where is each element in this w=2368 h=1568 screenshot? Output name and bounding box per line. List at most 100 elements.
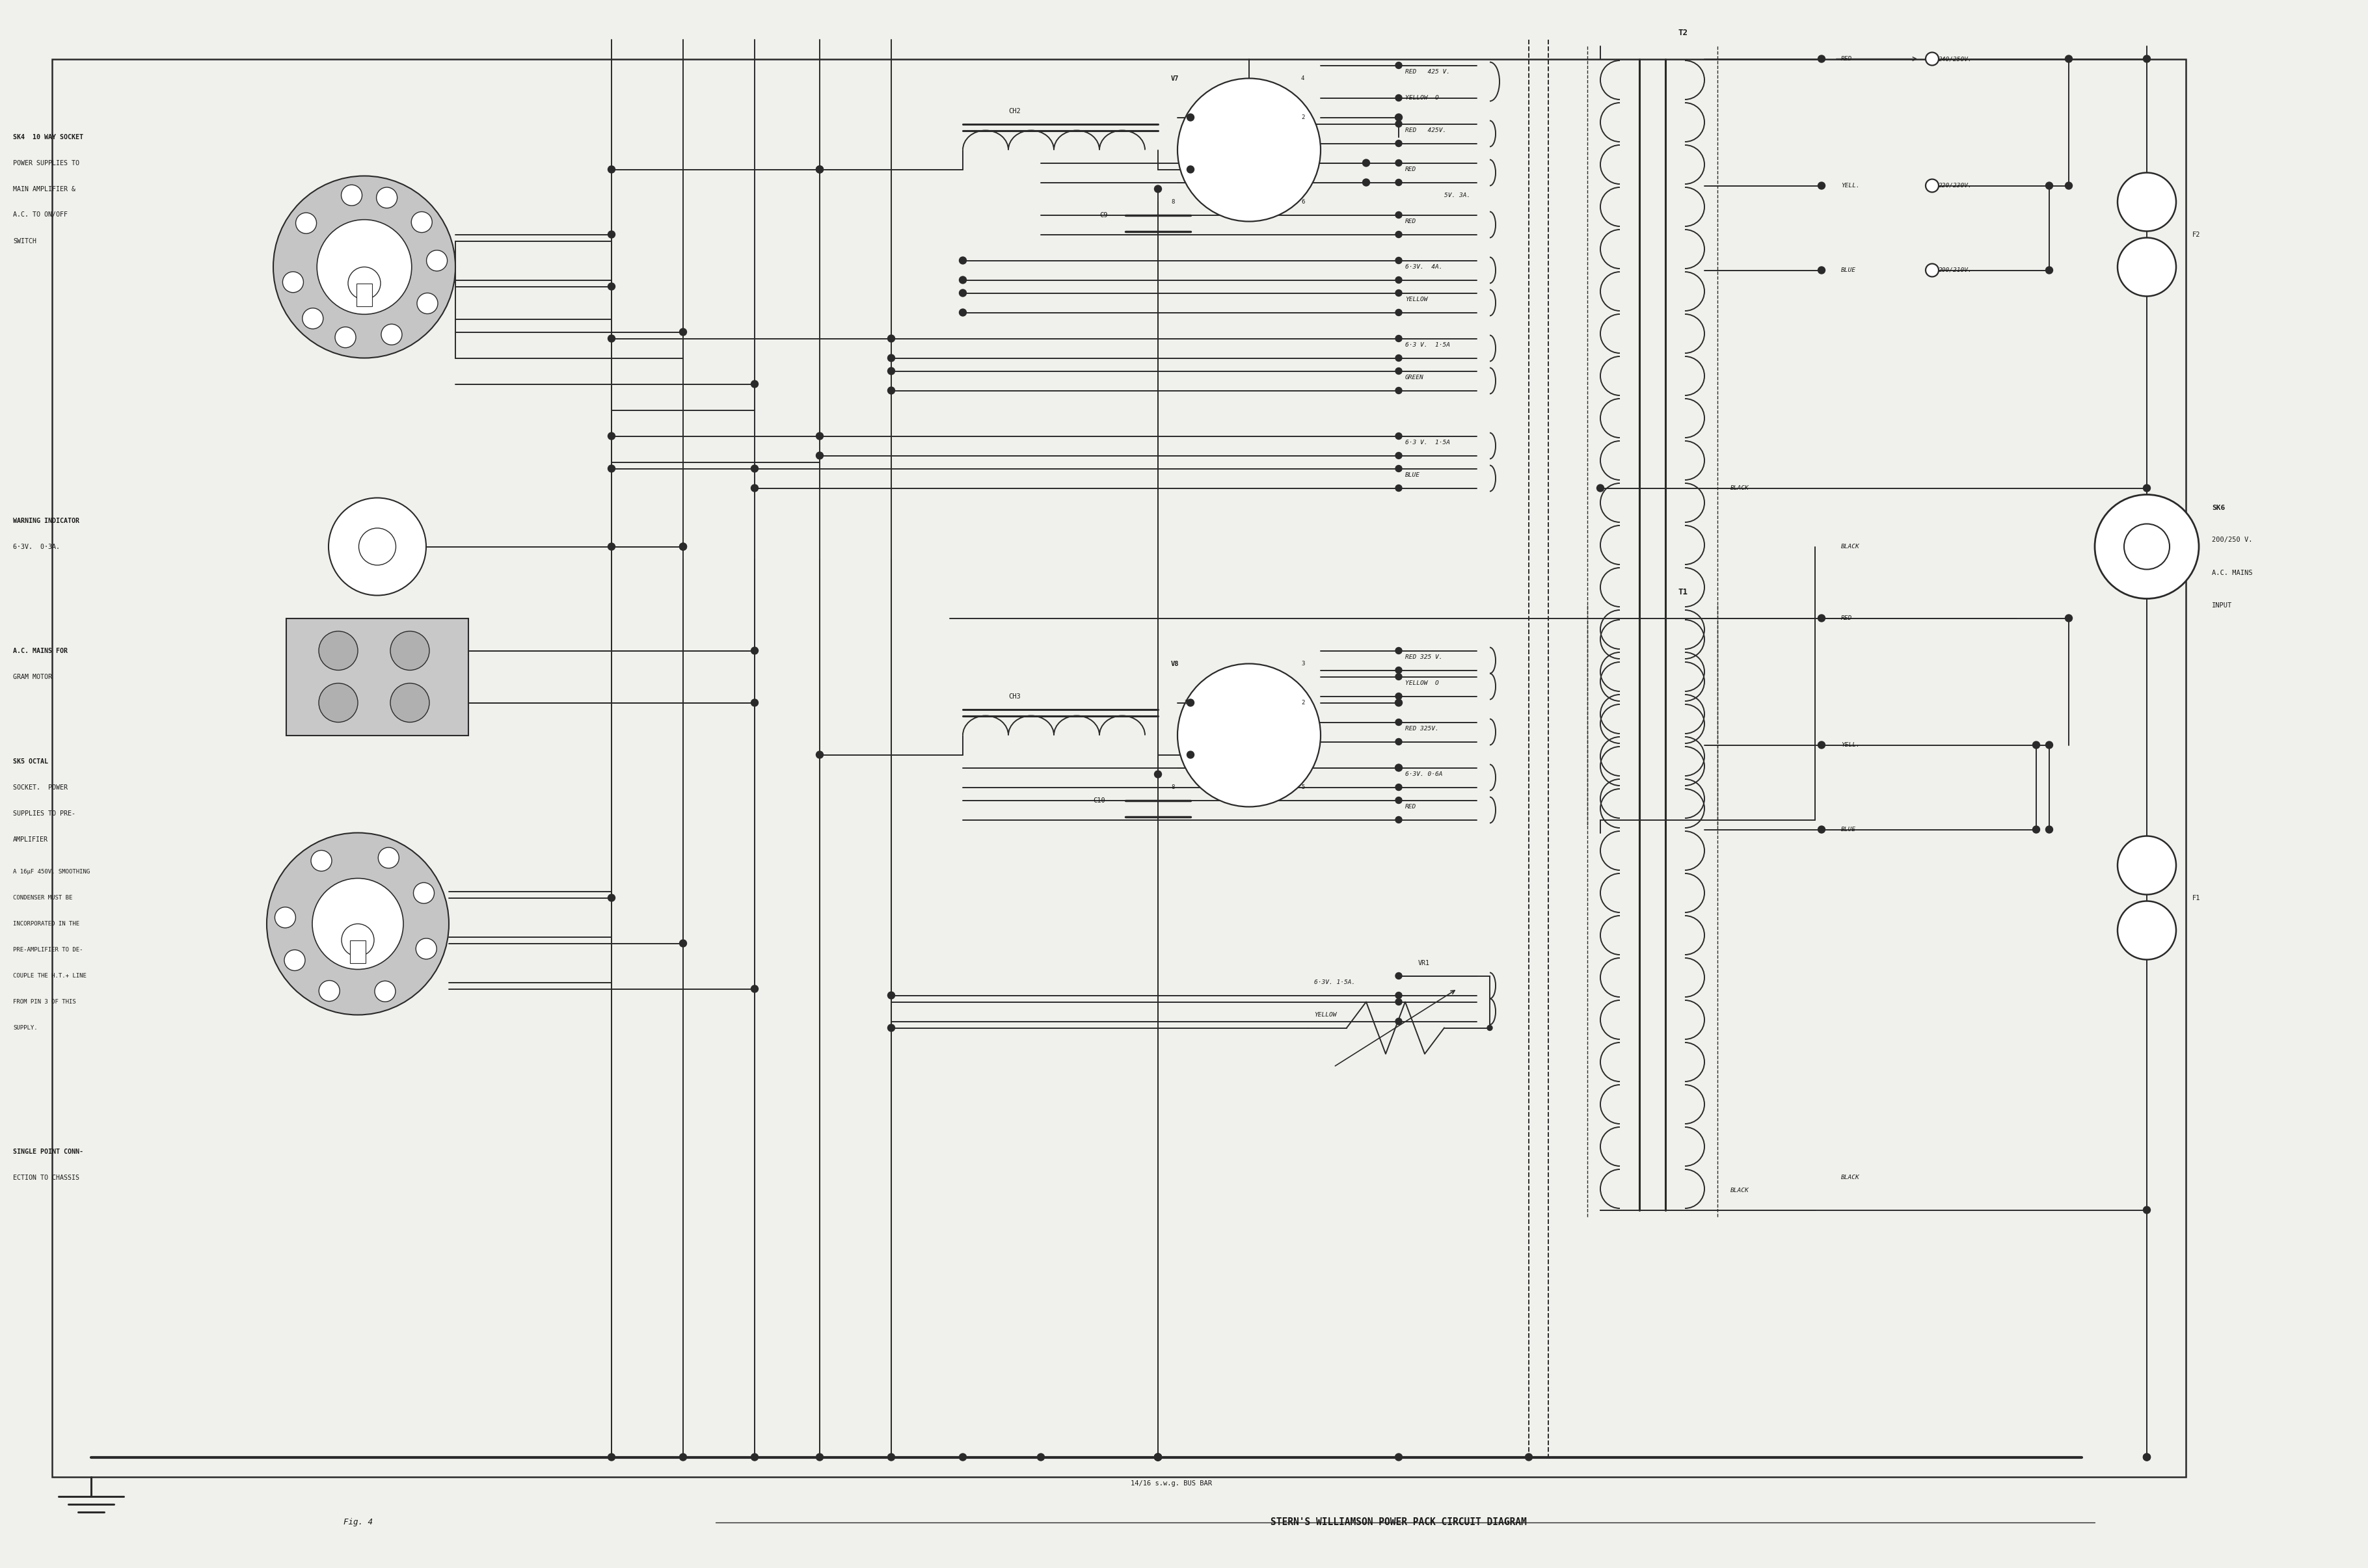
Circle shape [817, 433, 824, 439]
Text: YELLOW  O: YELLOW O [1404, 96, 1440, 100]
Circle shape [1395, 433, 1402, 439]
Text: 14/16 s.w.g. BUS BAR: 14/16 s.w.g. BUS BAR [1130, 1480, 1212, 1486]
Text: C9: C9 [1099, 212, 1108, 218]
Text: SUPPLY.: SUPPLY. [12, 1025, 38, 1030]
Circle shape [2065, 55, 2072, 63]
Text: V7: V7 [1172, 75, 1179, 82]
Circle shape [1186, 166, 1193, 172]
Circle shape [888, 1024, 895, 1032]
Text: YELL.: YELL. [1840, 183, 1859, 188]
Circle shape [1819, 742, 1826, 748]
Text: 6·3V. 0·6A: 6·3V. 0·6A [1404, 771, 1442, 778]
Text: A.C. MAINS: A.C. MAINS [2212, 569, 2252, 575]
Text: RED: RED [1404, 804, 1416, 809]
Circle shape [1395, 972, 1402, 978]
Circle shape [751, 485, 758, 492]
Circle shape [817, 166, 824, 172]
Circle shape [609, 1454, 616, 1461]
Circle shape [329, 499, 426, 596]
Circle shape [2065, 182, 2072, 190]
Circle shape [1156, 1454, 1163, 1461]
Text: GREEN: GREEN [1404, 375, 1423, 381]
Circle shape [888, 354, 895, 362]
Circle shape [2117, 836, 2176, 895]
Circle shape [817, 751, 824, 759]
Circle shape [1819, 267, 1826, 274]
Circle shape [751, 699, 758, 706]
Circle shape [303, 307, 322, 329]
Circle shape [609, 336, 616, 342]
Circle shape [751, 648, 758, 654]
Circle shape [1156, 1454, 1163, 1461]
Circle shape [379, 847, 398, 869]
Text: BLACK: BLACK [1731, 1187, 1750, 1193]
Circle shape [1395, 290, 1402, 296]
Circle shape [2143, 1206, 2150, 1214]
Circle shape [1395, 648, 1402, 654]
Circle shape [888, 336, 895, 342]
Circle shape [609, 543, 616, 550]
Circle shape [284, 950, 305, 971]
Text: YELLOW: YELLOW [1404, 296, 1428, 303]
Circle shape [1395, 666, 1402, 673]
Text: 240/250V.: 240/250V. [1939, 56, 1973, 61]
Circle shape [959, 1454, 966, 1461]
Circle shape [2143, 55, 2150, 63]
Text: RED 325 V.: RED 325 V. [1404, 654, 1442, 660]
Circle shape [1395, 368, 1402, 375]
Circle shape [1395, 63, 1402, 69]
Circle shape [320, 980, 339, 1002]
Circle shape [680, 328, 687, 336]
Text: 2: 2 [1300, 699, 1305, 706]
Text: 6·3V.  0·3A.: 6·3V. 0·3A. [12, 544, 59, 550]
Circle shape [1395, 257, 1402, 263]
Circle shape [282, 271, 303, 293]
Text: 6·3V.  4A.: 6·3V. 4A. [1404, 263, 1442, 270]
Circle shape [680, 543, 687, 550]
Circle shape [2032, 826, 2039, 833]
Circle shape [1395, 485, 1402, 491]
Text: FROM PIN 3 OF THIS: FROM PIN 3 OF THIS [12, 999, 76, 1005]
Circle shape [1925, 263, 1939, 276]
Text: C10: C10 [1094, 797, 1106, 803]
Circle shape [1395, 140, 1402, 147]
Circle shape [2143, 485, 2150, 492]
Circle shape [414, 883, 433, 903]
Text: BLACK: BLACK [1840, 1174, 1859, 1181]
Text: RED   425 V.: RED 425 V. [1404, 69, 1449, 75]
Circle shape [1362, 160, 1369, 166]
Circle shape [1596, 485, 1603, 492]
Circle shape [1395, 466, 1402, 472]
Text: 3: 3 [1300, 660, 1305, 666]
Circle shape [1395, 94, 1402, 100]
Text: YELLOW  O: YELLOW O [1404, 681, 1440, 687]
Circle shape [751, 466, 758, 472]
Text: ECTION TO CHASSIS: ECTION TO CHASSIS [12, 1174, 81, 1181]
Circle shape [381, 325, 403, 345]
Circle shape [680, 1454, 687, 1461]
Circle shape [275, 906, 296, 928]
Text: BLUE: BLUE [1840, 267, 1857, 273]
Circle shape [2046, 182, 2053, 190]
Circle shape [1395, 387, 1402, 394]
Circle shape [1156, 1454, 1163, 1461]
Circle shape [1819, 182, 1826, 190]
Circle shape [609, 466, 616, 472]
Text: SK6: SK6 [2212, 505, 2226, 511]
Circle shape [1395, 276, 1402, 284]
Circle shape [310, 850, 332, 872]
Circle shape [426, 251, 448, 271]
Text: 200/250 V.: 200/250 V. [2212, 536, 2252, 544]
Text: BLUE: BLUE [1404, 472, 1421, 478]
Circle shape [1395, 673, 1402, 681]
Circle shape [1177, 78, 1321, 221]
Circle shape [1362, 179, 1369, 187]
Circle shape [1395, 817, 1402, 823]
Circle shape [680, 939, 687, 947]
Circle shape [680, 543, 687, 550]
Circle shape [1156, 1454, 1163, 1461]
Circle shape [959, 290, 966, 296]
Text: GRAM MOTOR: GRAM MOTOR [12, 673, 52, 681]
Circle shape [268, 833, 450, 1014]
Circle shape [1037, 1454, 1044, 1461]
